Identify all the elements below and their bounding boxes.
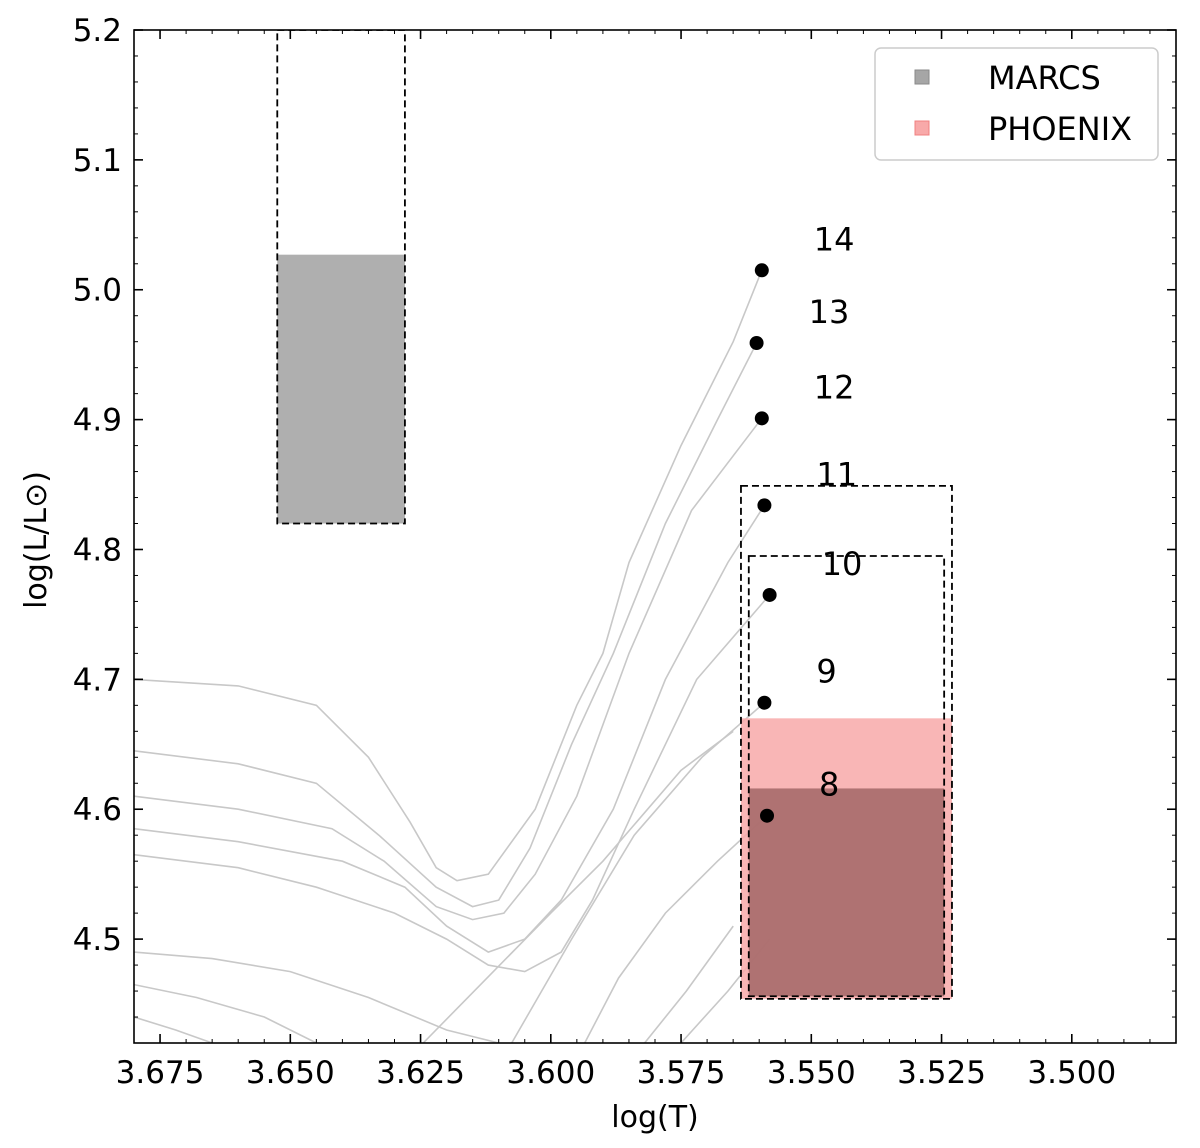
outer-box-lower-outline xyxy=(740,484,953,1000)
observational-boxes xyxy=(276,30,953,1000)
point-11-msun xyxy=(757,498,772,513)
track-line-7 xyxy=(134,983,317,1043)
plot-frame xyxy=(133,29,1177,1044)
y-tick-label: 4.9 xyxy=(73,403,122,439)
point-label-12: 12 xyxy=(814,368,855,406)
x-tick-label: 3.500 xyxy=(1027,1055,1116,1091)
track-line-10 xyxy=(583,815,768,1043)
legend: MARCS PHOENIX xyxy=(874,47,1159,161)
x-tick-label: 3.550 xyxy=(767,1055,856,1091)
point-label-13: 13 xyxy=(809,293,850,331)
x-tick-label: 3.525 xyxy=(897,1055,986,1091)
track-line-8 xyxy=(134,1016,213,1043)
y-tick-label: 5.2 xyxy=(73,13,122,49)
point-8-msun xyxy=(760,808,775,823)
point-12-msun xyxy=(754,411,769,426)
x-tick-label: 3.600 xyxy=(506,1055,595,1091)
legend-swatch-marcs xyxy=(914,69,930,85)
y-tick-label: 4.5 xyxy=(73,922,122,958)
x-tick-label: 3.575 xyxy=(637,1055,726,1091)
point-label-10: 10 xyxy=(822,545,863,583)
y-tick-label: 4.6 xyxy=(73,792,122,828)
track-line-3 xyxy=(134,417,763,921)
track-line-2 xyxy=(134,342,758,908)
point-10-msun xyxy=(762,587,777,602)
point-9-msun xyxy=(757,695,772,710)
track-line-5 xyxy=(134,594,771,973)
point-label-8: 8 xyxy=(819,766,839,804)
point-label-14: 14 xyxy=(814,220,855,258)
legend-label-phoenix: PHOENIX xyxy=(988,110,1132,148)
marcs-box-upper-outline xyxy=(276,30,406,525)
marcs-box-upper-fill xyxy=(277,254,405,524)
point-label-11: 11 xyxy=(816,455,857,493)
y-tick-label: 5.0 xyxy=(73,273,122,309)
point-13-msun xyxy=(749,335,764,350)
evolutionary-tracks xyxy=(134,270,771,1043)
point-14-msun xyxy=(754,263,769,278)
track-line-12 xyxy=(643,925,734,1043)
x-axis-ticks: 3.675 3.650 3.625 3.600 3.575 3.550 3.525 3.500 xyxy=(116,30,1177,1091)
legend-frame xyxy=(874,47,1159,161)
inner-box-lower-fill xyxy=(748,788,945,997)
x-tick-label: 3.650 xyxy=(246,1055,335,1091)
track-line-11 xyxy=(422,730,734,1043)
legend-label-marcs: MARCS xyxy=(988,59,1101,97)
x-tick-label: 3.675 xyxy=(116,1055,205,1091)
x-axis-label: log(T) xyxy=(611,1100,698,1135)
inner-box-lower-outline xyxy=(747,555,946,998)
track-line-1 xyxy=(134,270,763,882)
y-tick-label: 4.8 xyxy=(73,532,122,568)
track-line-6 xyxy=(134,951,499,1043)
y-axis-ticks: 4.5 4.6 4.7 4.8 4.9 5.0 5.1 5.2 xyxy=(73,13,1176,1044)
point-label-9: 9 xyxy=(816,653,836,691)
x-tick-label: 3.625 xyxy=(376,1055,465,1091)
y-tick-label: 4.7 xyxy=(73,662,122,698)
y-tick-label: 5.1 xyxy=(73,143,122,179)
model-points: 8 9 10 11 12 13 14 xyxy=(749,220,863,823)
track-line-4 xyxy=(134,504,766,953)
y-axis-label: log(L/L⊙) xyxy=(19,471,54,609)
legend-swatch-phoenix xyxy=(914,120,930,136)
